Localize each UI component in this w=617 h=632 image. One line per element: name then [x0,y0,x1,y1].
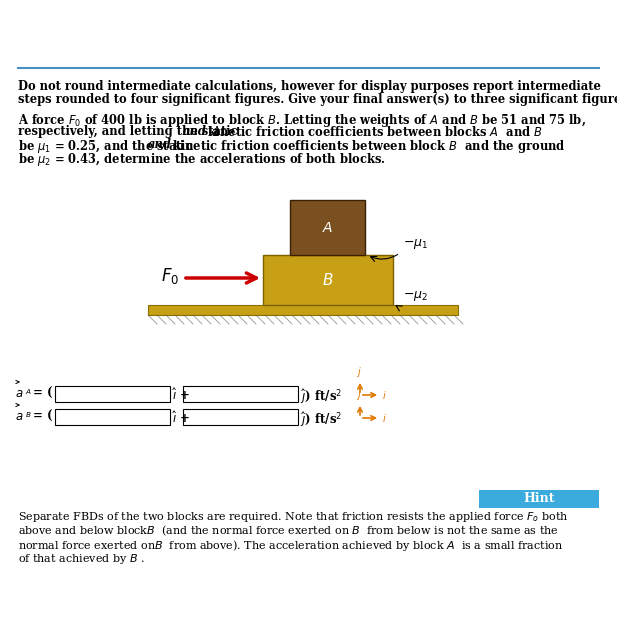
Text: $j$: $j$ [356,388,362,402]
Text: $i$: $i$ [382,389,387,401]
Text: $B$: $B$ [322,272,334,288]
Text: $\hat{\jmath}$) ft/s$^2$: $\hat{\jmath}$) ft/s$^2$ [300,410,342,429]
Text: $-\mu_1$: $-\mu_1$ [403,237,428,251]
Text: of that achieved by $B$ .: of that achieved by $B$ . [18,552,145,566]
Text: and: and [148,138,172,151]
Text: $_A$: $_A$ [22,387,32,397]
Text: $i$: $i$ [382,412,387,424]
Text: $F_0$: $F_0$ [161,266,179,286]
Text: kinetic friction coefficients between block $B$  and the ground: kinetic friction coefficients between bl… [168,138,566,155]
Text: normal force exerted on$B$  from above). The acceleration achieved by block $A$ : normal force exerted on$B$ from above). … [18,538,563,553]
Text: $A$: $A$ [322,221,333,234]
Bar [290,200,365,255]
Bar [479,490,599,508]
Text: be $\mu_2$ = 0.43, determine the accelerations of both blocks.: be $\mu_2$ = 0.43, determine the acceler… [18,151,386,168]
Text: kinetic friction coefficients between blocks $A$  and $B$: kinetic friction coefficients between bl… [203,125,543,139]
Bar [263,255,393,305]
Text: $a$: $a$ [15,387,23,400]
Text: Separate FBDs of the two blocks are required. Note that friction resists the app: Separate FBDs of the two blocks are requ… [18,510,569,524]
Text: = (: = ( [33,410,52,423]
Text: $-\mu_2$: $-\mu_2$ [403,289,428,303]
Text: A force $F_0$ of 400 lb is applied to block $B$. Letting the weights of $A$ and : A force $F_0$ of 400 lb is applied to bl… [18,112,586,129]
Bar [55,409,170,425]
Bar [183,386,298,402]
Text: respectively, and letting the static: respectively, and letting the static [18,125,238,138]
Text: and: and [183,125,207,138]
Text: be $\mu_1$ = 0.25, and the static: be $\mu_1$ = 0.25, and the static [18,138,194,155]
Text: Do not round intermediate calculations, however for display purposes report inte: Do not round intermediate calculations, … [18,80,601,93]
Text: $j$: $j$ [356,365,362,379]
Bar [183,409,298,425]
Text: $\hat{\imath}$ +: $\hat{\imath}$ + [172,387,190,403]
Text: $\hat{\imath}$ +: $\hat{\imath}$ + [172,410,190,426]
Text: $a$: $a$ [15,410,23,423]
Text: steps rounded to four significant figures. Give your final answer(s) to three si: steps rounded to four significant figure… [18,93,617,106]
Bar [148,305,458,315]
Text: = (: = ( [33,387,52,400]
Bar [55,386,170,402]
Text: $\hat{\jmath}$) ft/s$^2$: $\hat{\jmath}$) ft/s$^2$ [300,387,342,406]
Text: Hint: Hint [523,492,555,506]
Text: above and below block$B$  (and the normal force exerted on $B$  from below is no: above and below block$B$ (and the normal… [18,524,558,538]
Text: $_B$: $_B$ [22,410,32,420]
